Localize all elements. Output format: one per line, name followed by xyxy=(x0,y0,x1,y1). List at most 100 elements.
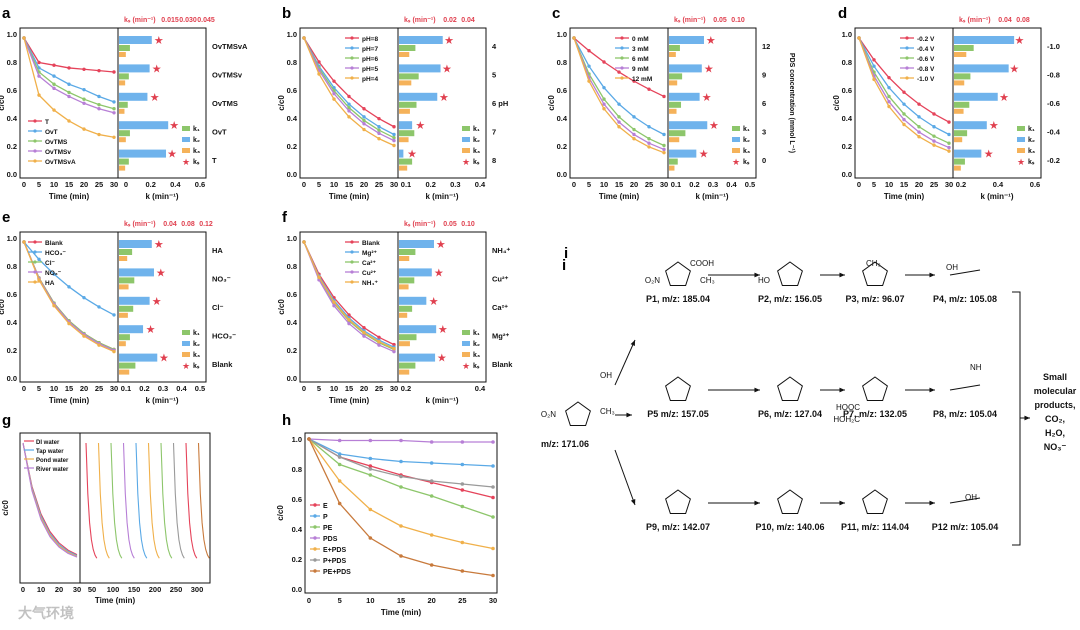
product-label-P11: P11, m/z: 114.04 xyxy=(841,522,909,532)
g-xtick-right-2: 150 xyxy=(128,585,141,594)
bar-k3-c-4 xyxy=(669,165,675,171)
legend-marker-d-2 xyxy=(905,56,909,60)
point-d-3-2 xyxy=(887,99,891,104)
ks-tick-b-0: 0.02 xyxy=(443,17,457,24)
xtick-c: 5 xyxy=(587,180,591,189)
ring-P9 xyxy=(665,489,691,515)
point-a-2-5 xyxy=(97,102,101,107)
ks-tick-a-2: 0.045 xyxy=(197,17,215,24)
arrow-to-P1-head xyxy=(630,340,635,346)
ks-star-f-1: ★ xyxy=(434,267,444,279)
ytick-b: 0.4 xyxy=(287,114,298,123)
point-d-4-3 xyxy=(902,122,906,127)
point-d-2-5 xyxy=(932,134,936,138)
h-point-1-5 xyxy=(460,462,465,467)
bar-category-a-1: OvTMSv xyxy=(212,71,243,80)
point-f-4-1 xyxy=(317,275,321,279)
point-e-4-3 xyxy=(67,321,71,326)
bar-category-e-3: HCO₃⁻ xyxy=(212,331,236,340)
bar-xtick-f-0: 0.2 xyxy=(401,384,411,393)
g-xtick-left-2: 20 xyxy=(55,585,63,594)
bar-k2-f-3 xyxy=(399,325,437,334)
ytick-f: 0.6 xyxy=(287,290,297,299)
ks-axis-label-b: kₛ (min⁻¹) xyxy=(404,17,436,24)
product-label-P12: P12 m/z: 105.04 xyxy=(932,522,999,532)
xtick-b: 15 xyxy=(345,180,353,189)
g-cycle-2 xyxy=(110,442,123,559)
g-cycle-0 xyxy=(85,442,98,559)
legend-marker-d-3 xyxy=(905,66,909,70)
ytick-e: 0.4 xyxy=(7,318,18,327)
legend-marker-e-1 xyxy=(33,250,37,254)
legend-label-f-3: Cu²⁺ xyxy=(362,270,377,277)
bar-category-a-4: T xyxy=(212,156,217,165)
point-d-0-3 xyxy=(902,90,906,94)
legend-marker-a-0 xyxy=(33,119,37,123)
legend-label-a-3: OvTMSv xyxy=(45,149,71,156)
point-b-0-3 xyxy=(347,94,351,99)
h-point-3-4 xyxy=(429,440,434,444)
bar-k2-d-4 xyxy=(954,149,982,158)
product-label-P3: P3, m/z: 96.07 xyxy=(845,294,904,304)
point-d-1-3 xyxy=(902,102,906,106)
bar-k1-a-4 xyxy=(119,158,129,165)
bar-category-e-1: NO₃⁻ xyxy=(212,275,231,284)
ytick-d: 0.0 xyxy=(842,170,852,179)
bar-legend-label-b-1: k₂ xyxy=(473,137,480,144)
g-series-3 xyxy=(22,442,78,558)
g-xtick-right-4: 250 xyxy=(170,585,183,594)
bar-k3-f-2 xyxy=(399,312,408,318)
h-point-4-6 xyxy=(491,546,495,551)
point-f-0-6 xyxy=(392,342,396,347)
bar-k2-f-0 xyxy=(399,240,434,248)
legend-label-c-3: 9 mM xyxy=(632,66,649,73)
point-a-4-5 xyxy=(97,132,101,137)
point-f-3-3 xyxy=(347,321,351,326)
point-a-3-4 xyxy=(82,101,86,105)
arrow-P6-head xyxy=(839,387,845,393)
bar-frame-d xyxy=(952,27,1042,179)
xtick-d: 30 xyxy=(945,180,953,189)
bar-frame-e xyxy=(117,231,207,383)
bar-k3-d-2 xyxy=(954,108,964,114)
point-c-3-4 xyxy=(632,132,636,137)
h-point-3-6 xyxy=(491,440,495,444)
group-oh-p4: OH xyxy=(946,263,958,272)
bar-xtick-b-2: 0.3 xyxy=(450,180,460,189)
ks-star-c-1: ★ xyxy=(704,63,714,75)
group-ho-p2: HO xyxy=(758,276,770,285)
bar-legend-star-e: ★ xyxy=(182,361,190,371)
g-legend-label-0: DI water xyxy=(36,440,60,446)
bar-k1-f-4 xyxy=(399,362,416,369)
bar-k3-d-1 xyxy=(954,80,965,86)
bar-xtick-d-0: 0.2 xyxy=(956,180,966,189)
arrow-P2-head xyxy=(839,272,845,278)
point-a-0-4 xyxy=(82,67,86,71)
bar-legend-label-f-0: k₁ xyxy=(473,330,480,337)
bar-k1-b-3 xyxy=(399,130,415,137)
ks-axis-label-f: kₛ (min⁻¹) xyxy=(404,221,436,228)
ylabel-e: c/c0 xyxy=(0,299,6,315)
point-a-0-5 xyxy=(97,68,101,73)
ytick-d: 1.0 xyxy=(842,30,852,39)
xtick-f: 0 xyxy=(302,384,306,393)
h-legend-marker-3 xyxy=(313,536,317,540)
point-c-0-1 xyxy=(587,48,591,53)
bar-legend-label-d-3: kₛ xyxy=(1028,159,1035,166)
bar-xtick-c-0: 0.1 xyxy=(671,180,681,189)
g-xlabel: Time (min) xyxy=(95,596,136,605)
xtick-f: 25 xyxy=(375,384,383,393)
point-c-0-5 xyxy=(647,87,651,91)
point-c-1-2 xyxy=(602,85,606,90)
h-xlabel: Time (min) xyxy=(381,608,422,617)
h-point-3-5 xyxy=(460,440,465,444)
point-d-3-5 xyxy=(932,139,936,143)
arrow-to-P9-head xyxy=(630,499,636,505)
legend-label-c-0: 0 mM xyxy=(632,36,649,43)
legend-label-d-0: -0.2 V xyxy=(917,36,935,43)
legend-label-a-0: T xyxy=(45,119,49,126)
bar-legend-label-c-1: k₂ xyxy=(743,137,750,144)
group-ch3-p1: CH₃ xyxy=(700,276,715,285)
bar-legend-swatch-a-0 xyxy=(182,126,190,131)
legend-marker-c-1 xyxy=(620,46,624,50)
